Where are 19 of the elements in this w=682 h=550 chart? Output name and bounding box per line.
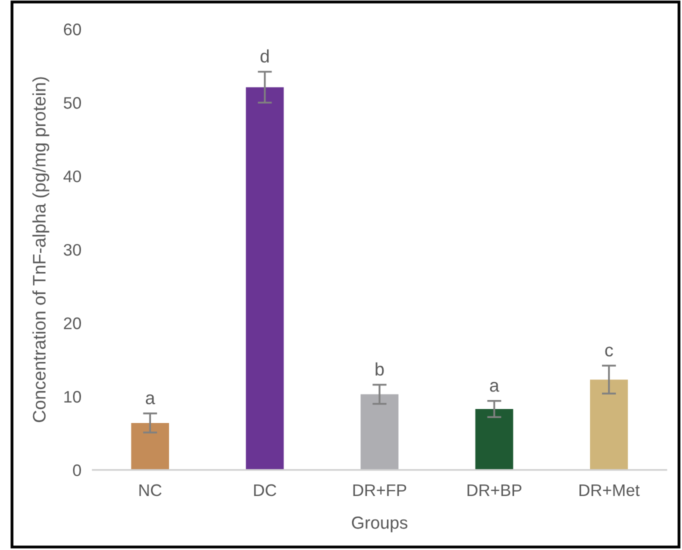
y-tick-label: 60 (64, 24, 81, 36)
x-tick-label: DR+FP (353, 484, 406, 496)
y-tick-label: 30 (64, 244, 81, 256)
y-tick-label: 20 (64, 317, 81, 330)
y-tick-label: 50 (64, 97, 81, 109)
y-tick-label: 40 (63, 170, 81, 182)
annotation: d (260, 49, 269, 63)
x-axis-title: Groups (352, 516, 408, 532)
y-tick-label: 10 (64, 390, 81, 403)
annotation: c (605, 346, 613, 357)
x-tick-label: DC (254, 484, 276, 496)
y-axis-title: Concentration of TnF-alpha (pg/mg protein) (32, 77, 50, 422)
x-tick-label: DR+BP (468, 484, 522, 496)
annotation: a (146, 394, 156, 404)
x-tick-label: NC (139, 484, 162, 496)
annotation: a (490, 382, 500, 392)
y-tick-label: 0 (73, 464, 81, 476)
annotation: b (376, 362, 384, 376)
x-tick-label: DR+Met (580, 484, 640, 496)
